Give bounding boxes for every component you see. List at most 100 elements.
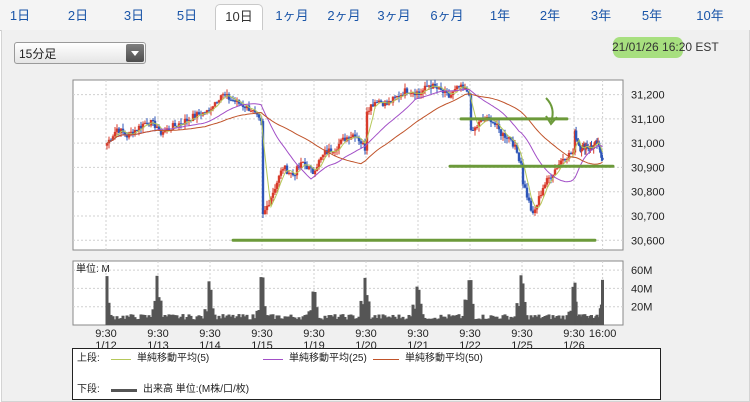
volume-bar [417, 289, 421, 325]
volume-bar [567, 311, 571, 325]
tab-10[interactable]: 1年 [489, 8, 511, 23]
volume-bar [499, 318, 503, 325]
volume-bar [465, 300, 469, 325]
candle-body [411, 92, 415, 94]
tab-5[interactable]: 10日 [215, 4, 263, 31]
volume-bar [241, 314, 245, 325]
candle-body [347, 137, 351, 140]
volume-bar [453, 315, 457, 325]
volume-bar [509, 316, 513, 325]
volume-bar [571, 286, 575, 325]
volume-bar [133, 317, 137, 325]
volume-bar [271, 314, 275, 325]
volume-bar [203, 309, 207, 325]
tab-8[interactable]: 3ヶ月 [377, 8, 411, 23]
candle-body [435, 86, 439, 89]
candle-body [269, 197, 273, 205]
volume-bar [487, 318, 491, 325]
tab-9[interactable]: 6ヶ月 [430, 8, 464, 23]
candle-body [311, 167, 315, 175]
tab-2[interactable]: 2日 [67, 8, 89, 23]
x-tick-time: 9:30 [511, 328, 532, 340]
candle-body [313, 170, 317, 175]
tab-12[interactable]: 3年 [590, 8, 612, 23]
volume-bar [383, 315, 387, 325]
volume-bar [251, 314, 255, 325]
candle-body [383, 101, 387, 106]
price-tick-label: 31,000 [631, 138, 665, 150]
volume-bar [333, 314, 337, 325]
candle-body [479, 119, 483, 122]
volume-bar [415, 286, 419, 325]
volume-bar [495, 316, 499, 325]
chevron-down-icon[interactable] [126, 44, 144, 62]
volume-bar [113, 319, 117, 325]
tab-13[interactable]: 5年 [641, 8, 663, 23]
candle-body [205, 110, 209, 114]
volume-bar [109, 314, 113, 325]
candle-body [321, 154, 325, 158]
candle-body [217, 100, 221, 103]
candle-body [145, 122, 149, 124]
volume-bar [377, 314, 381, 325]
volume-bar [403, 319, 407, 325]
tab-1[interactable]: 1日 [9, 8, 31, 23]
volume-bar [143, 314, 147, 325]
candle-body [249, 110, 253, 112]
candle-body [503, 133, 507, 138]
volume-bar [461, 315, 465, 325]
candle-body [369, 104, 373, 111]
tab-6[interactable]: 1ヶ月 [275, 8, 309, 23]
x-tick-time: 9:30 [407, 328, 428, 340]
candle-body [113, 131, 117, 137]
legend-volume-swatch [111, 383, 137, 397]
volume-bar [291, 316, 295, 325]
candle-body [273, 188, 277, 193]
volume-bar [273, 319, 277, 325]
candle-body [574, 130, 578, 140]
tab-14[interactable]: 10年 [696, 8, 724, 23]
interval-select[interactable]: 15分足 [14, 42, 146, 64]
tab-4[interactable]: 5日 [176, 8, 198, 23]
candle-body [233, 100, 237, 102]
candle-body [357, 137, 361, 142]
volume-bar [303, 315, 307, 325]
interval-select-value: 15分足 [19, 47, 57, 61]
volume-bar [231, 314, 235, 325]
candle-body [455, 86, 459, 90]
candle-body [235, 99, 239, 102]
candle-body [211, 106, 215, 110]
volume-bar [275, 315, 279, 325]
candle-body [351, 134, 355, 137]
candle-body [171, 123, 175, 131]
candle-body [141, 123, 145, 129]
volume-bar [341, 314, 345, 325]
volume-bar [331, 316, 335, 325]
x-tick-time: 9:30 [147, 328, 168, 340]
volume-bar [397, 314, 401, 325]
candle-body [537, 196, 541, 206]
volume-bar [367, 301, 371, 325]
volume-bar [325, 318, 329, 325]
candle-body [195, 112, 199, 118]
volume-bar [447, 314, 451, 325]
volume-bar [393, 316, 397, 325]
volume-bar [553, 317, 557, 325]
volume-bar [315, 307, 319, 325]
tab-3[interactable]: 3日 [123, 8, 145, 23]
volume-bar [145, 317, 149, 325]
candle-body [555, 168, 559, 170]
candle-body [143, 122, 147, 124]
candle-body [493, 122, 497, 125]
tab-7[interactable]: 2ヶ月 [327, 8, 361, 23]
candle-body [193, 113, 197, 118]
volume-bar [391, 314, 395, 325]
candle-body [129, 131, 133, 133]
tab-11[interactable]: 2年 [539, 8, 561, 23]
volume-bar [485, 318, 489, 325]
candle-body [367, 110, 371, 112]
volume-bar [491, 315, 495, 325]
volume-bar [173, 315, 177, 325]
candle-body [457, 86, 461, 88]
volume-bar [355, 318, 359, 325]
